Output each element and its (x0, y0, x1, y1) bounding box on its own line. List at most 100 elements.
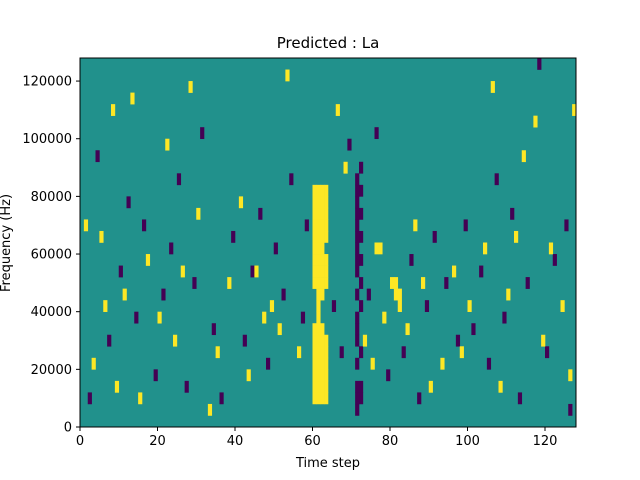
heatmap-cell-high (320, 346, 325, 359)
heatmap-cell-high (324, 207, 329, 220)
heatmap-cell-low (432, 230, 437, 243)
heatmap-cell-low (359, 254, 364, 266)
heatmap-cell-high (320, 369, 325, 382)
heatmap-cell-high (312, 254, 317, 266)
heatmap-cell-high (138, 392, 143, 405)
heatmap-cell-high (428, 380, 433, 393)
heatmap-cell-high (374, 242, 379, 255)
heatmap-cell-high (157, 311, 162, 324)
heatmap-cell-low (355, 380, 360, 393)
heatmap-cell-high (498, 380, 503, 393)
heatmap-cell-low (355, 173, 360, 186)
heatmap-cell-low (153, 369, 158, 382)
heatmap-cell-high (320, 219, 325, 232)
heatmap-cell-high (324, 392, 329, 405)
heatmap-cell-high (568, 369, 573, 382)
heatmap-cell-high (560, 300, 565, 312)
heatmap-cell-low (537, 58, 542, 70)
heatmap-cell-low (359, 346, 364, 359)
plot-frame (79, 57, 577, 428)
y-tick-label: 20000 (31, 363, 72, 378)
heatmap-cell-low (289, 173, 294, 186)
heatmap-cell-high (316, 184, 321, 197)
heatmap-cell-high (548, 242, 554, 255)
heatmap-cell-high (188, 81, 193, 93)
heatmap-cell-low (126, 196, 131, 209)
heatmap-cell-high (180, 265, 185, 278)
heatmap-cell-low (266, 357, 271, 370)
y-tick-label: 0 (64, 421, 72, 436)
heatmap-cell-high (316, 254, 321, 266)
heatmap-cell-high (277, 323, 282, 336)
heatmap-cell-low (386, 369, 391, 382)
x-tick-label: 40 (227, 434, 244, 449)
heatmap-cell-high (370, 357, 375, 370)
heatmap-cell-low (107, 334, 112, 347)
y-tick-label: 40000 (31, 305, 72, 320)
x-tick-label: 20 (149, 434, 166, 449)
heatmap-cell-high (421, 277, 426, 289)
heatmap-cell-low (355, 311, 360, 324)
heatmap-cell-high (312, 265, 317, 278)
heatmap-cell-low (250, 265, 255, 278)
heatmap-cell-low (374, 127, 379, 140)
heatmap-cell-high (262, 311, 267, 324)
heatmap-cell-low (355, 265, 360, 278)
heatmap-cell-high (145, 254, 151, 266)
heatmap-cell-low (525, 277, 530, 289)
heatmap-cell-low (552, 254, 557, 266)
heatmap-cell-high (312, 230, 317, 243)
heatmap-cell-low (192, 277, 197, 289)
heatmap-cell-high (312, 334, 317, 347)
heatmap-cell-high (103, 300, 108, 312)
heatmap-cell-high (459, 346, 464, 359)
heatmap-cell-high (514, 230, 519, 243)
heatmap-cell-high (405, 323, 410, 336)
heatmap-cell-high (316, 265, 321, 278)
heatmap-cell-low (486, 357, 492, 370)
heatmap-cell-high (320, 392, 325, 405)
y-tick-label: 120000 (22, 75, 72, 90)
heatmap-cell-low (355, 242, 360, 255)
heatmap-cell-low (401, 346, 406, 359)
heatmap-cell-high (83, 219, 89, 232)
heatmap-cell-low (494, 173, 499, 186)
heatmap-cell-high (312, 369, 317, 382)
heatmap-cell-high (312, 323, 317, 336)
heatmap-cell-high (316, 357, 321, 370)
heatmap-cell-high (312, 277, 317, 289)
heatmap-cell-low (134, 311, 139, 324)
heatmap-cell-high (246, 369, 251, 382)
heatmap-cell-low (142, 219, 147, 232)
heatmap-cell-low (355, 230, 360, 243)
heatmap-cell-low (366, 288, 371, 301)
heatmap-cell-high (320, 265, 325, 278)
heatmap-cell-low (347, 138, 352, 151)
heatmap-cell-low (517, 392, 523, 405)
heatmap-cell-low (359, 300, 364, 312)
heatmap-cell-high (130, 92, 135, 105)
y-tick-label: 80000 (31, 190, 72, 205)
heatmap-cell-low (300, 311, 306, 324)
heatmap-cell-high (320, 288, 325, 301)
x-tick-label: 60 (304, 434, 321, 449)
heatmap-cell-low (118, 265, 123, 278)
heatmap-cell-high (320, 184, 325, 197)
heatmap-cell-low (355, 357, 360, 370)
heatmap-cell-high (238, 196, 244, 209)
heatmap-cell-low (200, 127, 205, 140)
heatmap-cell-low (355, 403, 360, 416)
heatmap-cell-high (316, 380, 321, 393)
x-tick-label: 120 (533, 434, 558, 449)
heatmap-cell-high (316, 334, 321, 347)
heatmap-cell-high (114, 380, 120, 393)
heatmap-cell-low (211, 323, 216, 336)
heatmap-cell-low (355, 184, 360, 197)
heatmap-cell-low (258, 207, 263, 220)
heatmap-cell-high (312, 242, 317, 255)
heatmap-cell-high (320, 230, 325, 243)
heatmap-cell-high (254, 265, 259, 278)
plot-area (79, 57, 577, 428)
heatmap-cell-high (316, 311, 321, 324)
